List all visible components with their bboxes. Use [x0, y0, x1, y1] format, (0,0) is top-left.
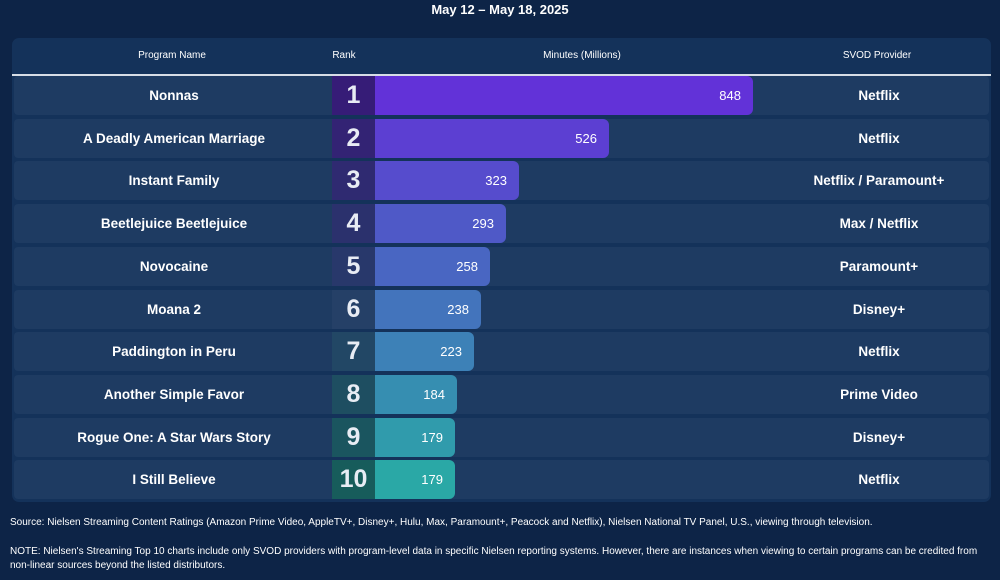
program-name: A Deadly American Marriage	[82, 130, 266, 146]
rank-badge: 2	[332, 118, 375, 158]
chart-panel: Program Name Rank Minutes (Millions) SVO…	[12, 38, 991, 502]
svod-provider: Netflix	[858, 88, 900, 103]
header-provider: SVOD Provider	[842, 50, 912, 61]
rank-badge: 8	[332, 374, 375, 414]
bar-value-label: 258	[456, 258, 478, 274]
header-program-name: Program Name	[138, 50, 206, 61]
table-row: Instant Family 3 323 Netflix / Paramount+	[14, 161, 989, 201]
header-rank: Rank	[332, 50, 356, 61]
bar	[375, 460, 455, 500]
bar	[375, 289, 481, 329]
bar	[375, 246, 490, 286]
bar-value-label: 179	[421, 472, 443, 488]
chart-subtitle: May 12 – May 18, 2025	[431, 2, 569, 17]
svod-provider: Disney+	[852, 301, 906, 317]
svod-provider: Netflix	[858, 130, 900, 146]
program-name: Novocaine	[139, 258, 209, 274]
table-row: Nonnas 1 848 Netflix	[14, 76, 989, 115]
program-name: Instant Family	[128, 173, 220, 189]
table-row: Another Simple Favor 8 184 Prime Video	[14, 374, 989, 414]
program-name: Beetlejuice Beetlejuice	[100, 216, 248, 232]
bar-value-label: 223	[440, 344, 462, 360]
bar	[375, 204, 506, 244]
bar	[375, 118, 609, 158]
svod-provider: Paramount+	[839, 258, 919, 274]
bar	[375, 76, 753, 115]
rank-badge: 6	[332, 289, 375, 329]
table-row: Novocaine 5 258 Paramount+	[14, 246, 989, 286]
rank-badge: 10	[332, 460, 375, 500]
svod-provider: Netflix / Paramount+	[813, 173, 945, 189]
rank-badge: 5	[332, 246, 375, 286]
bar	[375, 374, 457, 414]
svod-provider: Netflix	[858, 472, 900, 488]
program-name: Paddington in Peru	[112, 344, 236, 360]
table-row: Rogue One: A Star Wars Story 9 179 Disney+	[14, 417, 989, 457]
table-row: Paddington in Peru 7 223 Netflix	[14, 332, 989, 372]
bar-value-label: 293	[472, 216, 494, 232]
rank-badge: 1	[332, 76, 375, 115]
rank-badge: 7	[332, 332, 375, 372]
program-name: Nonnas	[149, 88, 199, 103]
rank-badge: 4	[332, 204, 375, 244]
table-row: I Still Believe 10 179 Netflix	[14, 460, 989, 500]
svod-provider: Max / Netflix	[839, 216, 919, 232]
table-row: Moana 2 6 238 Disney+	[14, 289, 989, 329]
source-note: Source: Nielsen Streaming Content Rating…	[10, 517, 873, 528]
svod-provider: Netflix	[858, 344, 900, 360]
svod-provider: Disney+	[852, 429, 906, 445]
table-row: A Deadly American Marriage 2 526 Netflix	[14, 118, 989, 158]
bar-value-label: 526	[575, 130, 597, 146]
svod-provider: Prime Video	[840, 386, 918, 402]
rank-badge: 3	[332, 161, 375, 201]
rank-badge: 9	[332, 417, 375, 457]
bar	[375, 417, 455, 457]
program-name: I Still Believe	[132, 472, 216, 488]
table-header: Program Name Rank Minutes (Millions) SVO…	[12, 38, 991, 76]
bar-value-label: 323	[485, 173, 507, 189]
disclaimer-note: NOTE: Nielsen's Streaming Top 10 charts …	[10, 546, 978, 571]
program-name: Rogue One: A Star Wars Story	[77, 429, 271, 445]
bar-value-label: 238	[447, 301, 469, 317]
bar-value-label: 848	[719, 88, 741, 103]
program-name: Another Simple Favor	[103, 386, 245, 402]
header-minutes: Minutes (Millions)	[543, 50, 621, 61]
bar-value-label: 179	[421, 429, 443, 445]
program-name: Moana 2	[146, 301, 201, 317]
bar-value-label: 184	[423, 386, 445, 402]
bar	[375, 161, 519, 201]
table-row: Beetlejuice Beetlejuice 4 293 Max / Netflix	[14, 204, 989, 244]
bar	[375, 332, 474, 372]
